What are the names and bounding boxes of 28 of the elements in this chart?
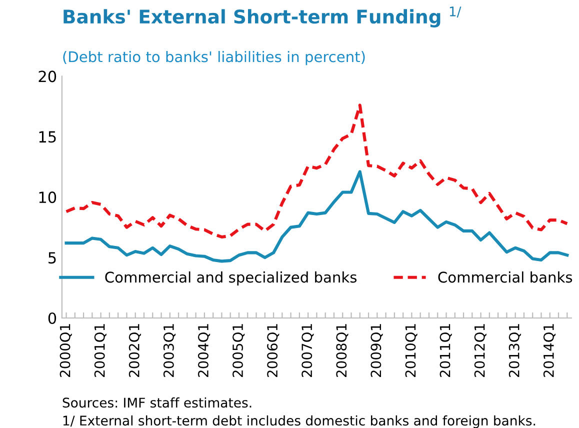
source-note: Sources: IMF staff estimates.	[62, 397, 252, 408]
x-tick-label: 2008Q1	[336, 324, 348, 377]
x-tick-label: 2011Q1	[440, 324, 452, 377]
chart-subtitle: (Debt ratio to banks' liabilities in percent)	[63, 50, 365, 66]
x-tick-label: 2012Q1	[474, 324, 486, 377]
y-tick-label: 0	[48, 312, 56, 324]
y-tick-label: 10	[39, 192, 56, 204]
x-tick-label: 2002Q1	[128, 324, 141, 377]
line-series	[64, 170, 569, 263]
legend-label: Commercial banks	[438, 271, 572, 283]
x-tick-label: 2013Q1	[508, 324, 521, 377]
y-tick-label: 5	[48, 252, 56, 264]
x-tick-label: 2007Q1	[302, 324, 314, 377]
legend-label: Commercial and specialized banks	[105, 271, 357, 286]
text: 1/ External short-term debt includes domestic banks and foreign banks.	[63, 415, 536, 428]
x-tick-label: 2001Q1	[94, 324, 106, 377]
line-series	[64, 104, 569, 239]
x-tick-label: 2006Q1	[267, 324, 280, 377]
y-tick-label: 15	[39, 131, 56, 143]
x-tick-label: 2009Q1	[370, 324, 383, 377]
x-tick-label: 2004Q1	[198, 324, 210, 377]
x-tick-label: 2005Q1	[232, 324, 245, 377]
x-tick-label: 2010Q1	[405, 324, 418, 377]
chart-title: Banks' External Short-term Funding $^{1/}$	[64, 6, 462, 28]
x-tick-label: 2000Q1	[60, 324, 72, 377]
x-tick-label: 2014Q1	[543, 324, 556, 377]
y-tick-label: 20	[38, 70, 56, 82]
x-tick-label: 2003Q1	[163, 324, 176, 377]
